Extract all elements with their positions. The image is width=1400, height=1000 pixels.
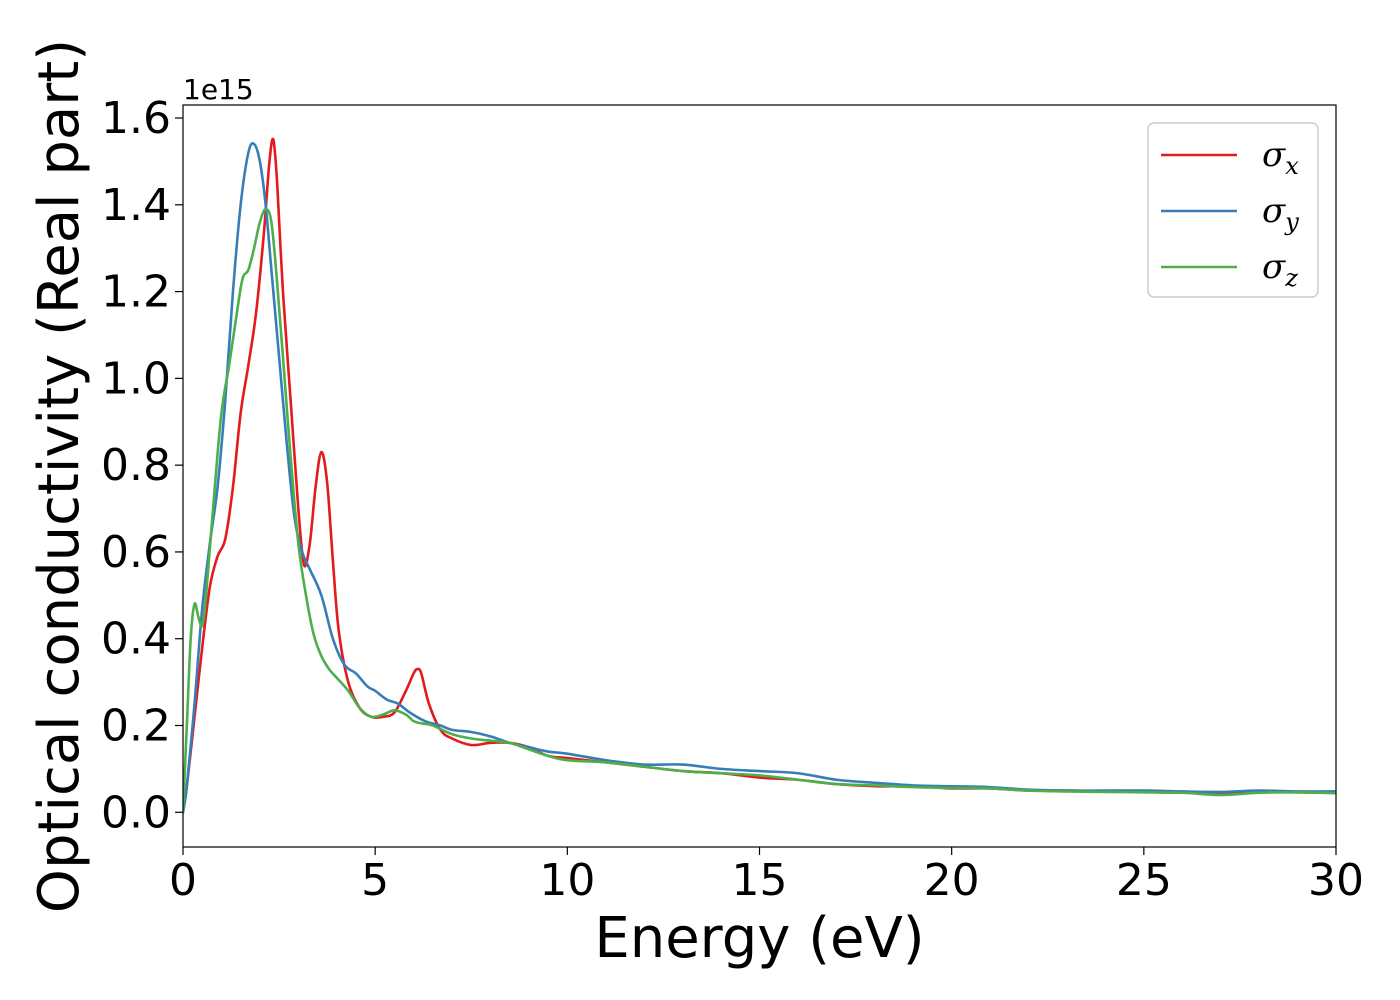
x-tick-label: 20	[924, 855, 980, 906]
y-tick-label: 1.2	[101, 267, 171, 318]
y-axis-label: Optical conductivity (Real part)	[27, 39, 92, 913]
x-axis: 0 5 10 15 20 25 30	[169, 847, 1364, 906]
x-tick-label: 30	[1308, 855, 1364, 906]
x-axis-label: Energy (eV)	[594, 906, 924, 971]
y-tick-label: 0.4	[101, 614, 171, 665]
y-offset-label: 1e15	[183, 73, 254, 106]
y-tick-label: 0.0	[101, 787, 171, 838]
series-line-sigma-z	[183, 207, 1336, 814]
x-tick-label: 10	[539, 855, 595, 906]
y-tick-label: 0.6	[101, 527, 171, 578]
y-tick-label: 1.6	[101, 93, 171, 144]
y-tick-label: 1.4	[101, 180, 171, 231]
x-tick-label: 25	[1116, 855, 1172, 906]
x-tick-label: 15	[732, 855, 788, 906]
x-tick-label: 5	[361, 855, 389, 906]
y-tick-label: 1.0	[101, 353, 171, 404]
y-tick-label: 0.8	[101, 440, 171, 491]
x-tick-label: 0	[169, 855, 197, 906]
y-axis: 0.0 0.2 0.4 0.6 0.8 1.0 1.2 1.4 1.6	[101, 93, 183, 838]
y-tick-label: 0.2	[101, 701, 171, 752]
series-line-sigma-y	[183, 142, 1336, 814]
series-layer	[183, 137, 1336, 814]
